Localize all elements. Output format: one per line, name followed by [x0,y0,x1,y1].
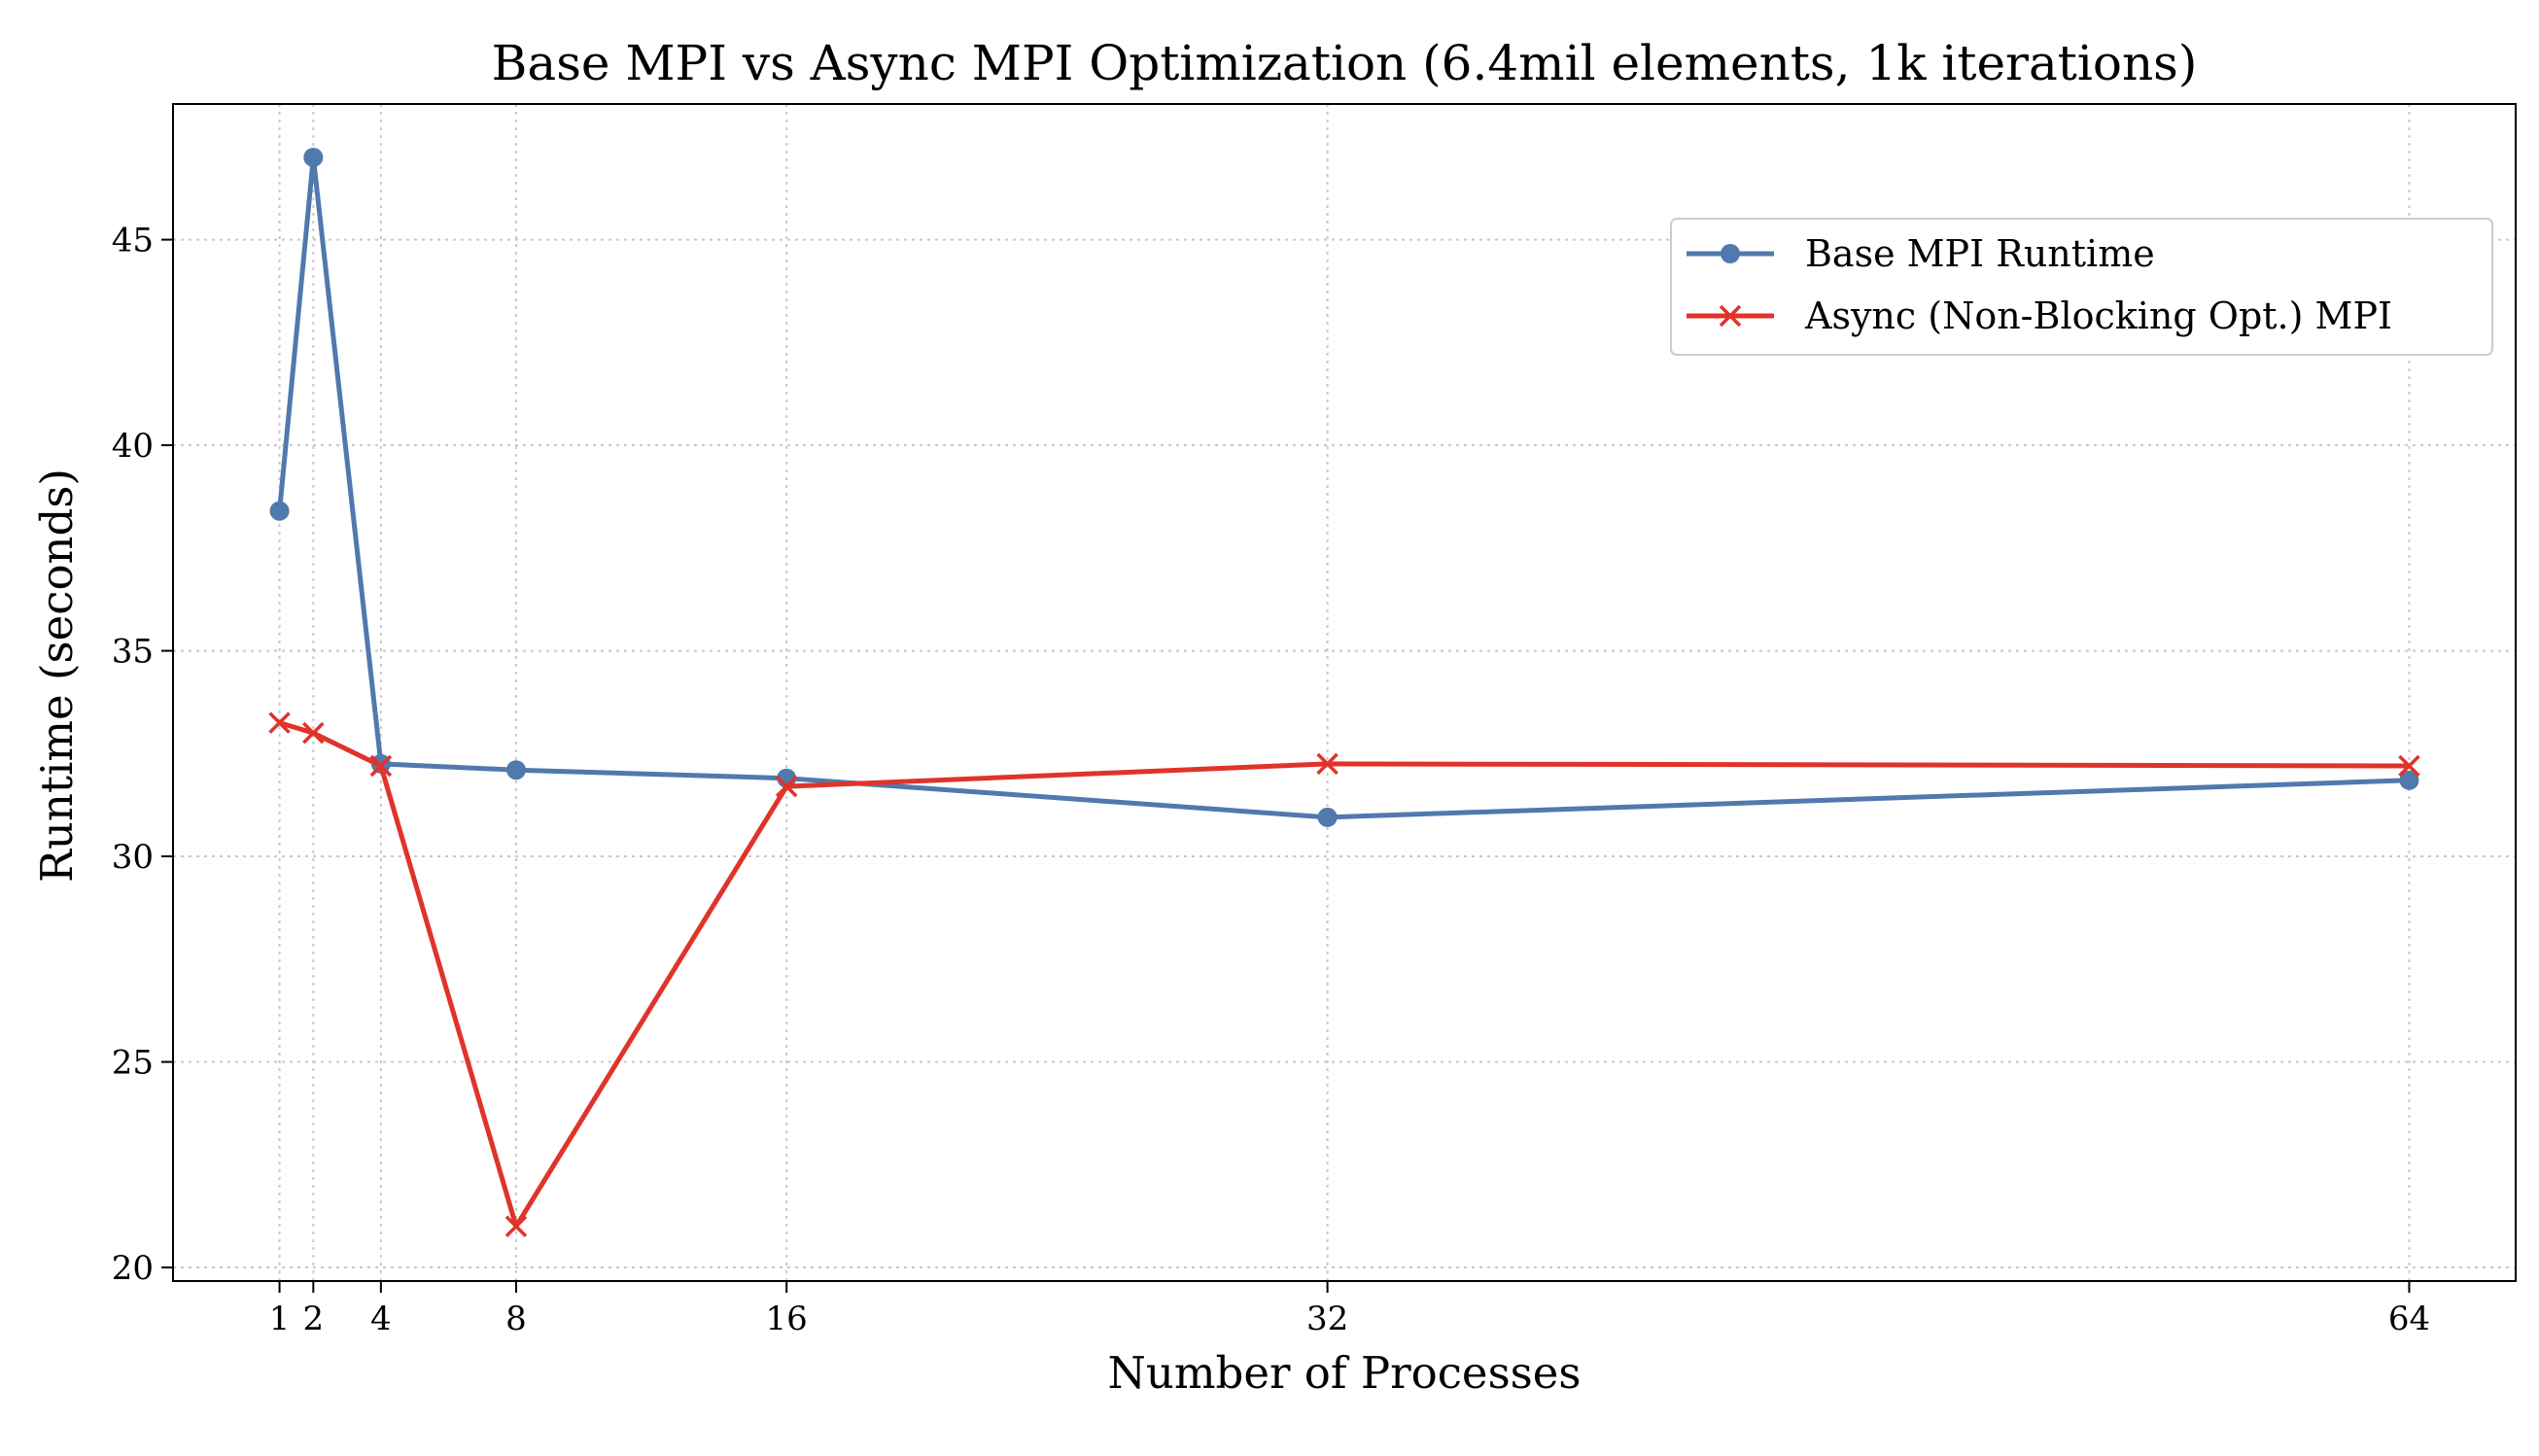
point-async-32 [1316,752,1339,776]
x-tick-label-1: 1 [269,1300,291,1338]
x-tick-label-8: 8 [505,1300,527,1338]
point-async-1 [268,711,291,734]
series-layer [268,147,2420,1237]
legend-label-async: Async (Non-Blocking Opt.) MPI [1804,295,2392,337]
y-tick-label-30: 30 [112,838,154,877]
y-tick-label-45: 45 [112,222,154,260]
x-tick-label-4: 4 [370,1300,392,1338]
point-async-4 [369,754,393,778]
legend-label-base: Base MPI Runtime [1805,232,2155,275]
point-async-16 [775,775,798,798]
x-tick-label-32: 32 [1306,1300,1348,1338]
point-base-8 [505,760,526,780]
y-tick-label-40: 40 [112,427,154,466]
series-async [268,711,2420,1237]
plot-frame [172,103,2517,1282]
y-tick-label-35: 35 [112,633,154,672]
y-tick-label-25: 25 [112,1044,154,1083]
chart-title: Base MPI vs Async MPI Optimization (6.4m… [492,35,2198,91]
x-tick-label-64: 64 [2388,1300,2430,1338]
point-async-2 [302,721,325,745]
legend-marker-async [1719,304,1742,328]
point-base-32 [1317,807,1338,827]
x-tick-label-2: 2 [303,1300,325,1338]
legend-marker-base [1721,244,1740,263]
point-base-1 [269,501,290,521]
y-axis-label: Runtime (seconds) [31,468,83,883]
x-axis-ticks: 1 2 4 8 16 32 64 [269,1281,2430,1338]
point-base-64 [2399,770,2419,790]
grid-lines [173,104,2516,1281]
y-axis-ticks: 20 25 30 35 40 45 [112,222,173,1288]
point-base-2 [303,147,324,167]
legend-box [1670,218,2493,356]
point-async-8 [504,1215,528,1237]
point-async-64 [2398,754,2420,778]
legend: Base MPI Runtime Async (Non-Blocking Opt… [1670,218,2493,356]
x-tick-label-16: 16 [766,1300,808,1338]
y-tick-label-20: 20 [112,1249,154,1288]
x-axis-label: Number of Processes [1108,1347,1582,1399]
